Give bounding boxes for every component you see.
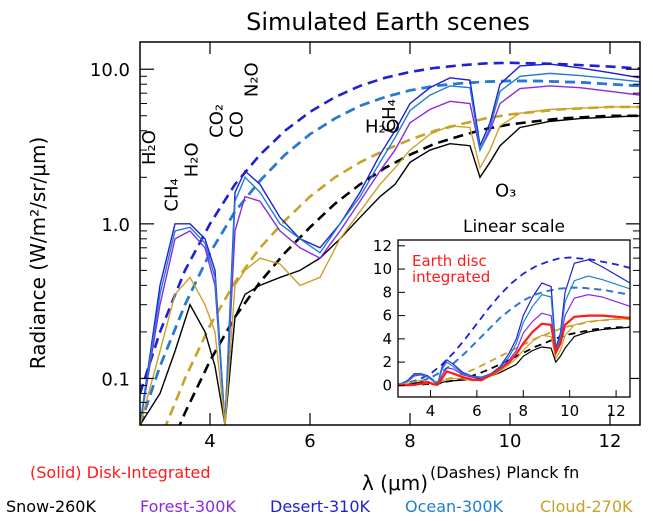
y-tick-label: 0.1 (101, 369, 130, 390)
legend-item-forest: Forest-300K (140, 497, 236, 516)
inset-x-tick-label: 6 (472, 402, 482, 420)
inset-y-tick-label: 10 (373, 260, 392, 278)
x-tick-label: 6 (304, 431, 315, 452)
y-axis-label: Radiance (W/m²/sr/μm) (26, 137, 50, 370)
molecule-label: CO₂ (207, 104, 228, 138)
molecule-label: CH₄ (379, 99, 400, 132)
inset-x-tick-label: 8 (519, 402, 529, 420)
planck-line-snow (178, 114, 640, 425)
inset-x-tick-label: 12 (607, 402, 626, 420)
inset-y-tick-label: 6 (382, 307, 392, 325)
x-tick-label: 8 (404, 431, 415, 452)
planck-line-cloud (164, 105, 640, 425)
inset-disk-label: Earth disc (412, 252, 487, 270)
molecule-label: H₂O (365, 116, 400, 137)
planck-line-desert (140, 61, 640, 394)
x-axis-label: λ (μm) (362, 471, 428, 495)
inset-y-tick-label: 4 (382, 330, 392, 348)
inset-y-tick-label: 0 (382, 376, 392, 394)
x-tick-label: 12 (599, 431, 622, 452)
series-legend: Snow-260K Forest-300K Desert-310K Ocean-300… (6, 497, 633, 516)
legend-item-snow: Snow-260K (6, 497, 96, 516)
inset-title: Linear scale (463, 217, 565, 237)
inset-disk-integrated-line (398, 314, 630, 387)
inset-y-tick-label: 12 (373, 237, 392, 255)
inset-planck-ocean (398, 286, 630, 386)
chart-title: Simulated Earth scenes (246, 8, 530, 36)
spectrum-line-snow (140, 115, 640, 425)
molecule-label: O₃ (495, 181, 516, 202)
inset-frame (397, 239, 631, 398)
y-tick-label: 1.0 (101, 215, 130, 236)
legend-item-desert: Desert-310K (270, 497, 371, 516)
legend-dashes: (Dashes) Planck fn (430, 463, 579, 482)
planck-line-ocean (140, 79, 640, 425)
molecule-label: CH₄ (162, 178, 183, 211)
inset-series-group (398, 256, 630, 387)
main-series-group (140, 61, 640, 425)
inset-disk-label: integrated (412, 268, 490, 286)
x-tick-label: 4 (204, 431, 215, 452)
legend-solid: (Solid) Disk-Integrated (30, 463, 211, 482)
legend-item-cloud: Cloud-270K (540, 497, 633, 516)
inset-x-tick-label: 10 (560, 402, 579, 420)
spectrum-line-desert (140, 63, 640, 425)
inset-y-tick-label: 8 (382, 283, 392, 301)
molecule-label: N₂O (242, 62, 263, 97)
spectrum-line-cloud (140, 106, 640, 425)
spectrum-line-forest (140, 85, 640, 425)
x-tick-label: 10 (499, 431, 522, 452)
molecule-label: CO (227, 111, 248, 138)
inset-background (398, 240, 630, 397)
molecule-label: H₂O (182, 142, 203, 177)
inset-planck-desert (398, 256, 630, 386)
main-frame (139, 41, 641, 426)
molecule-label: H₂O (139, 130, 160, 165)
legend-item-ocean: Ocean-300K (405, 497, 503, 516)
inset-y-tick-label: 2 (382, 353, 392, 371)
inset-x-tick-label: 4 (426, 402, 436, 420)
y-tick-label: 10.0 (90, 60, 130, 81)
spectrum-line-ocean (140, 72, 640, 425)
